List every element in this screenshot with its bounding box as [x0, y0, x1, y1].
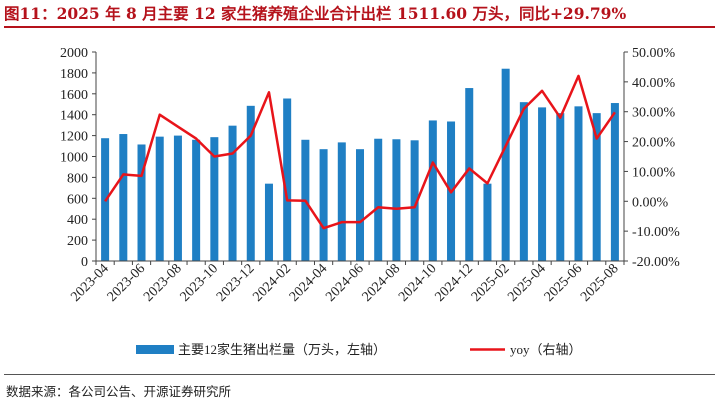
right-axis-tick-label: 50.00%	[632, 46, 676, 61]
bar	[137, 144, 146, 261]
x-axis-tick-label: 2024-02	[250, 261, 294, 305]
bar	[483, 183, 492, 261]
bar-series	[101, 68, 619, 262]
bar	[538, 107, 547, 261]
bar	[410, 140, 419, 261]
bar	[264, 183, 273, 261]
bar	[556, 113, 565, 261]
legend-bar-swatch	[136, 345, 174, 354]
bar	[283, 98, 292, 261]
x-axis-tick-label: 2023-06	[105, 261, 149, 305]
bar	[155, 136, 164, 261]
right-axis-tick-label: 40.00%	[632, 76, 676, 91]
x-axis-tick-label: 2024-10	[396, 261, 440, 305]
bar	[228, 125, 237, 261]
legend: 主要12家生猪出栏量（万头，左轴） yoy（右轴）	[136, 342, 582, 357]
left-axis-tick-label: 600	[67, 192, 88, 207]
yoy-line	[104, 74, 616, 230]
bar	[465, 88, 474, 262]
right-axis-tick-label: 0.00%	[632, 195, 669, 210]
bar	[392, 139, 401, 261]
legend-line-label: yoy（右轴）	[510, 342, 582, 357]
bar	[355, 149, 365, 261]
bar	[610, 103, 619, 261]
figure-title: 图11：2025 年 8 月主要 12 家生猪养殖企业合计出栏 1511.60 …	[4, 4, 627, 23]
x-axis-tick-label: 2024-06	[323, 261, 367, 305]
bar	[519, 102, 528, 261]
left-axis-tick-label: 1200	[60, 130, 88, 145]
x-axis-tick-label: 2025-02	[469, 261, 513, 305]
x-axis-tick-label: 2024-04	[287, 261, 331, 305]
bar	[337, 142, 346, 261]
x-axis-tick-label: 2023-12	[214, 261, 258, 305]
bar	[574, 106, 583, 261]
line-series	[104, 74, 616, 230]
source-rule	[4, 374, 715, 375]
x-axis-tick-label: 2024-08	[360, 261, 404, 305]
left-axis-tick-label: 1600	[60, 88, 88, 103]
axes: 0 200 400 600 800 1000 1200 1400 1600 1800 2000 -20…	[60, 46, 680, 305]
right-axis-tick-label: -20.00%	[632, 255, 680, 270]
right-axis-tick-label: -10.00%	[632, 225, 680, 240]
bar	[501, 68, 510, 261]
left-axis-tick-label: 200	[67, 234, 88, 249]
bar	[246, 105, 255, 261]
left-axis-tick-label: 400	[67, 213, 88, 228]
left-axis-tick-label: 1800	[60, 67, 88, 82]
right-axis-tick-label: 10.00%	[632, 165, 676, 180]
x-axis-tick-label: 2025-06	[542, 261, 586, 305]
x-axis-tick-label: 2023-04	[68, 261, 112, 305]
left-axis-tick-label: 0	[81, 255, 88, 270]
bar	[192, 139, 201, 261]
bar	[374, 138, 383, 261]
source-note: 数据来源：各公司公告、开源证券研究所	[6, 384, 232, 399]
left-axis-tick-label: 2000	[60, 46, 88, 61]
bar	[119, 134, 128, 261]
x-axis-tick-label: 2023-08	[141, 261, 185, 305]
left-axis-tick-label: 1400	[60, 109, 88, 124]
right-axis-tick-label: 20.00%	[632, 136, 676, 151]
bar	[210, 137, 219, 261]
left-axis-tick-label: 800	[67, 171, 88, 186]
x-axis-tick-label: 2024-12	[432, 261, 476, 305]
x-axis-tick-label: 2025-08	[578, 261, 622, 305]
bar	[319, 149, 328, 261]
bar	[592, 113, 601, 261]
right-axis-tick-label: 30.00%	[632, 106, 676, 121]
legend-bar-label: 主要12家生猪出栏量（万头，左轴）	[178, 342, 386, 357]
left-axis-tick-label: 1000	[60, 151, 88, 166]
title-rule	[4, 26, 715, 28]
bar	[173, 135, 182, 261]
x-axis-tick-label: 2023-10	[178, 261, 222, 305]
x-axis-tick-label: 2025-04	[505, 261, 549, 305]
bar	[428, 120, 437, 261]
